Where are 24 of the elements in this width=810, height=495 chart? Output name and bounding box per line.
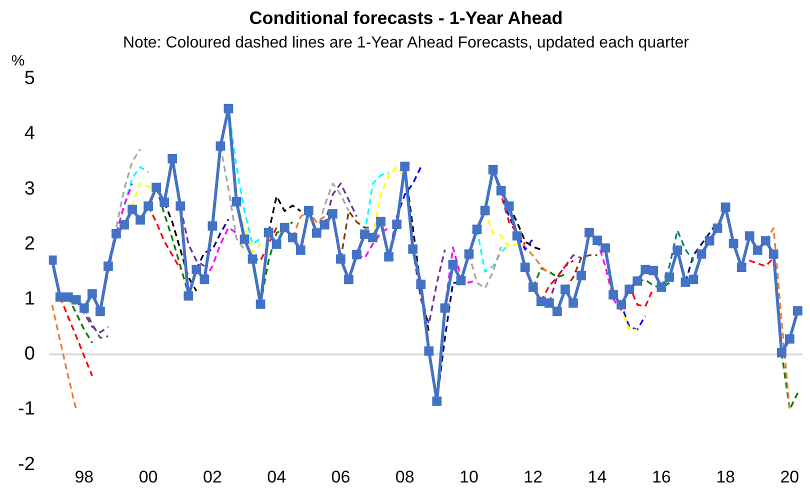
x-tick-label: 12 [524, 467, 543, 486]
y-tick-label: -2 [18, 454, 35, 475]
x-tick-label: 00 [138, 467, 158, 486]
y-axis-title: % [11, 52, 25, 70]
x-tick-label: 14 [588, 467, 607, 486]
y-tick-label: 2 [24, 233, 35, 254]
x-tick-label: 08 [395, 467, 414, 486]
y-tick-label: -1 [18, 398, 35, 420]
x-tick-label: 04 [267, 467, 286, 486]
y-tick-label: 3 [24, 178, 35, 200]
x-tick-label: 98 [74, 467, 94, 486]
x-tick-label: 16 [652, 467, 671, 486]
line-series [51, 304, 78, 410]
y-tick-label: 0 [24, 344, 35, 365]
x-tick-label: 06 [331, 467, 350, 486]
x-tick-label: 20 [780, 467, 800, 486]
y-tick-label: 4 [24, 123, 36, 144]
x-tick-label: 10 [460, 467, 478, 486]
chart-subtitle: Note: Coloured dashed lines are 1-Year Ahead Forecasts, updated each quarter [123, 34, 690, 52]
y-tick-label: 5 [24, 68, 35, 90]
y-tick-label: 1 [24, 288, 35, 310]
x-tick-label: 02 [202, 467, 222, 486]
chart-title: Conditional forecasts - 1-Year Ahead [249, 8, 563, 28]
x-tick-label: 18 [716, 467, 735, 486]
